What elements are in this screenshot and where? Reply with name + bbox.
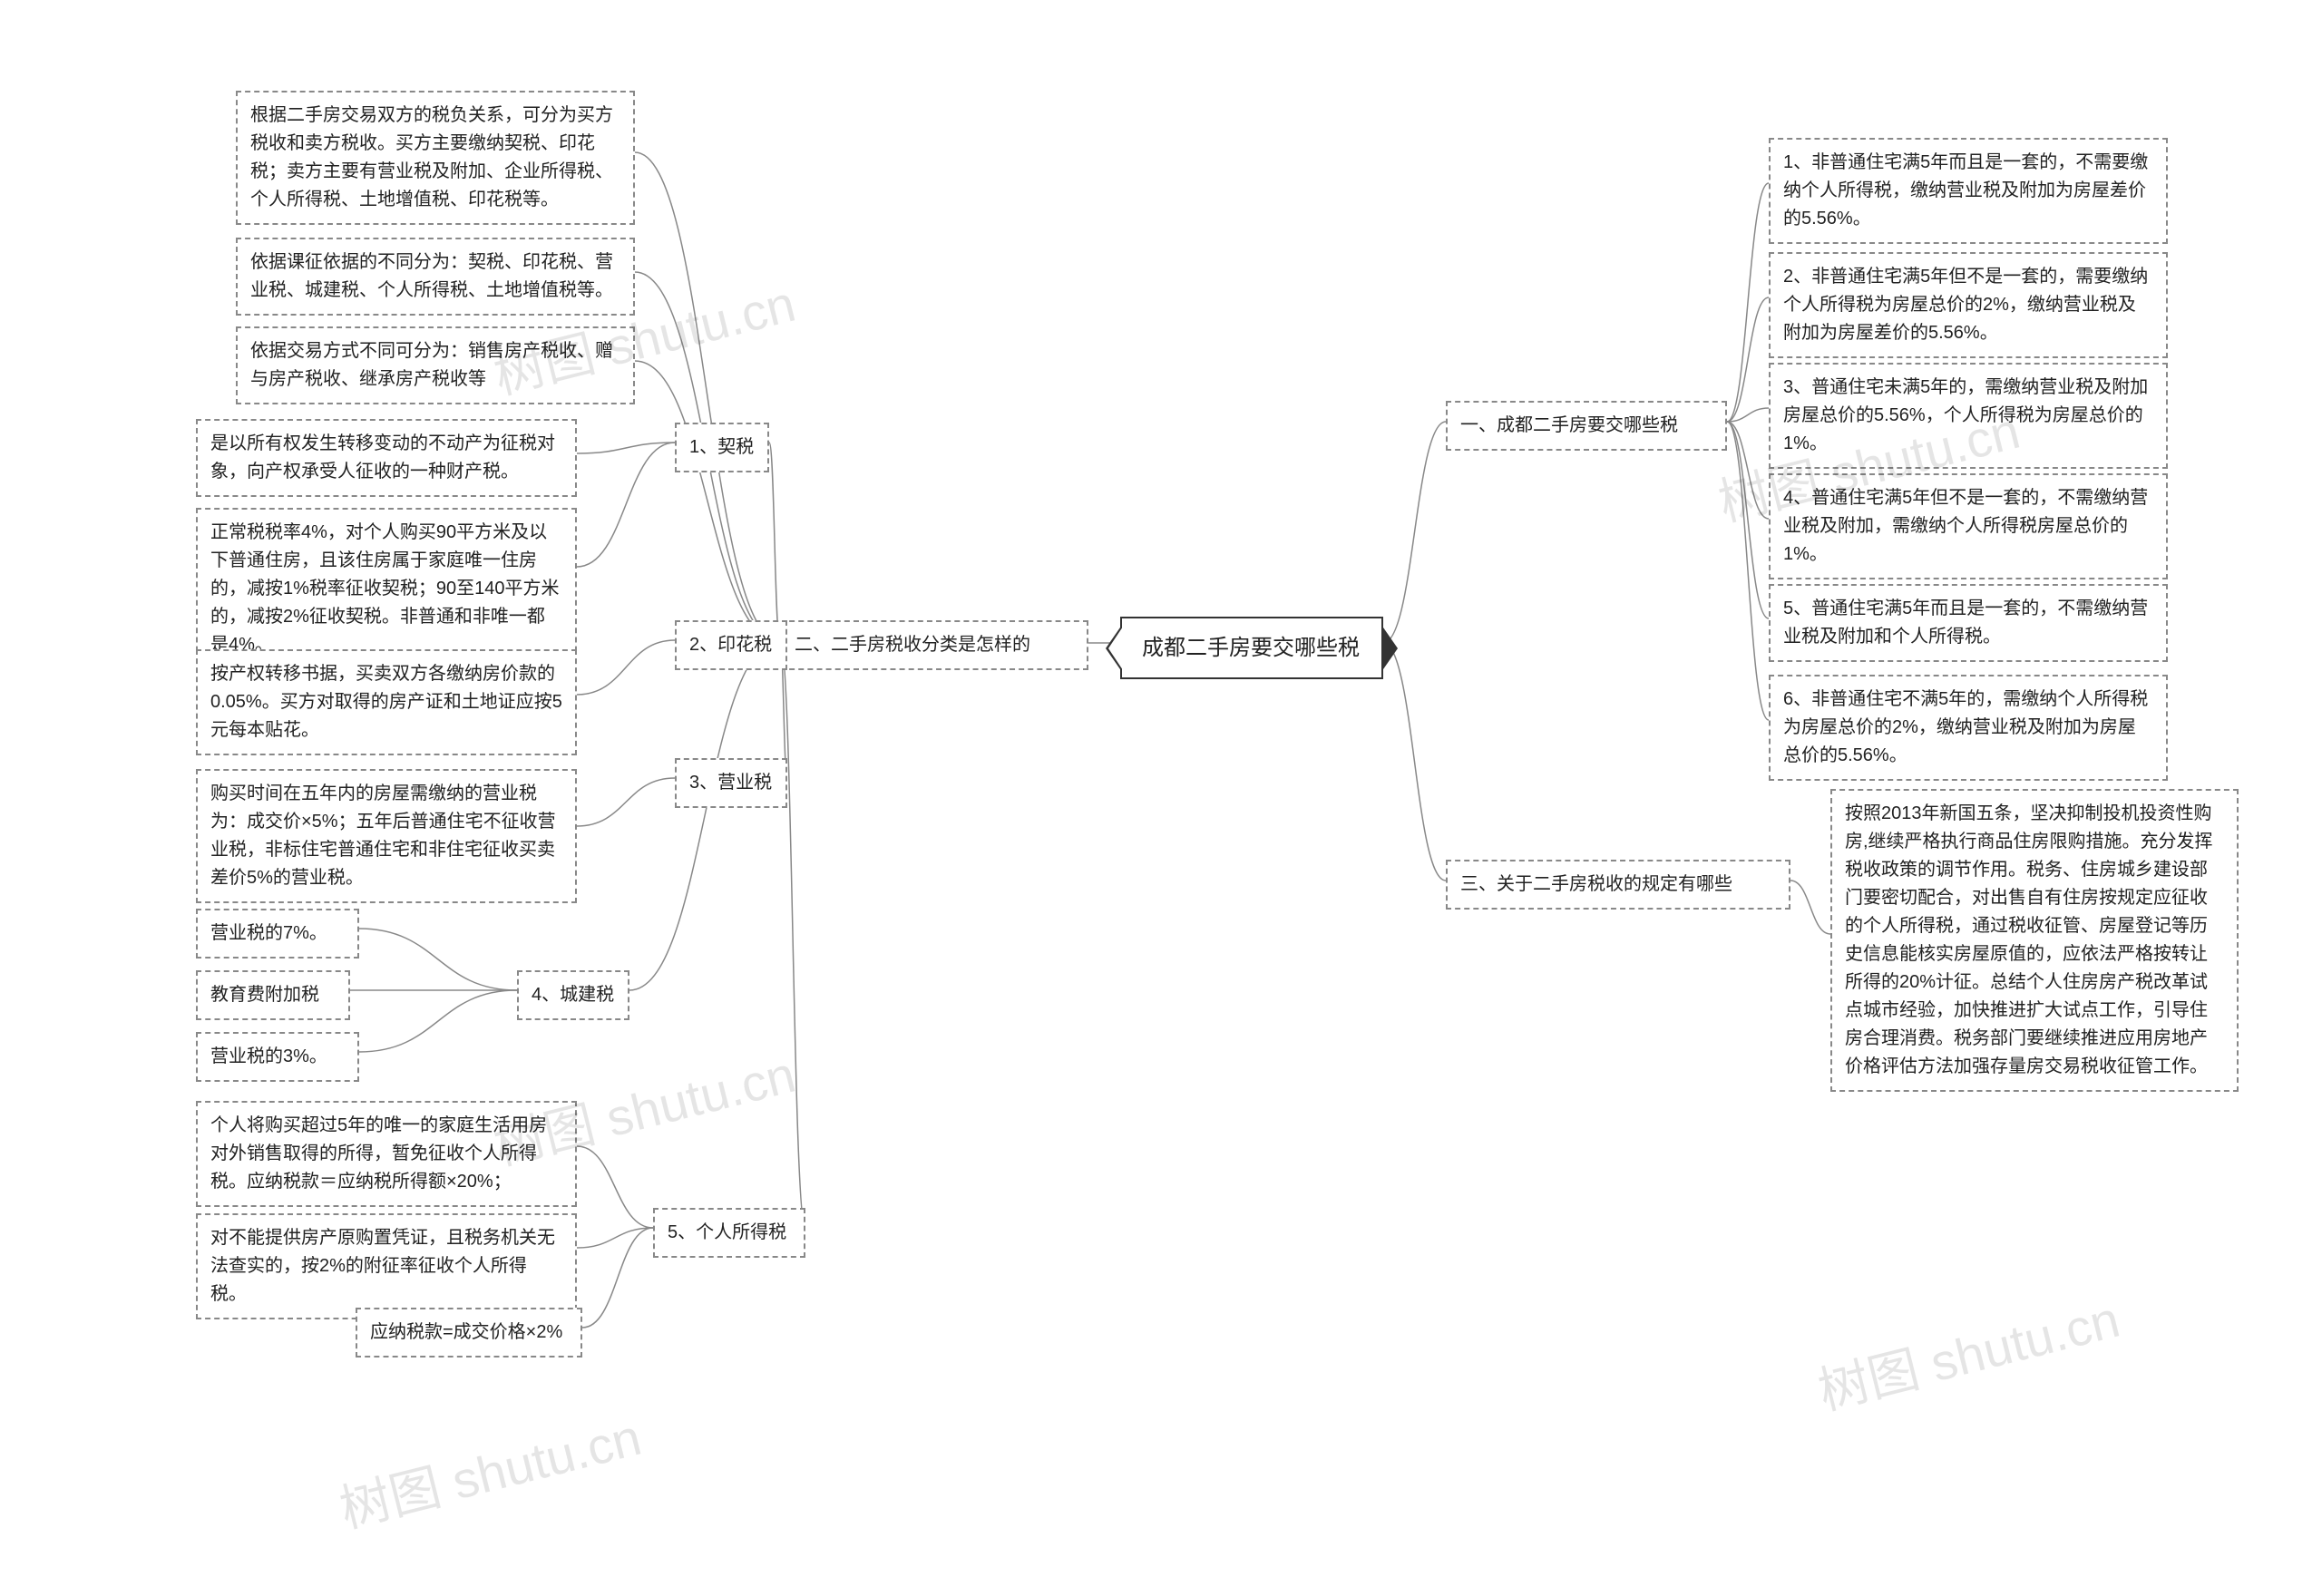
edge-b1-b1c6 [1727, 422, 1769, 720]
edge-b1-b1c1 [1727, 183, 1769, 422]
edge-b1-b1c2 [1727, 297, 1769, 422]
node-t5c3: 应纳税款=成交价格×2% [356, 1308, 582, 1358]
edge-t5-t5c3 [582, 1228, 653, 1328]
node-t5c2: 对不能提供房产原购置凭证，且税务机关无法查实的，按2%的附征率征收个人所得税。 [196, 1213, 577, 1319]
edge-t5-t5c1 [577, 1146, 653, 1228]
edge-b2-b2a1 [635, 152, 780, 641]
edge-b1-b1c3 [1727, 408, 1769, 422]
root-label: 成都二手房要交哪些税 [1142, 636, 1360, 660]
node-b2: 二、二手房税收分类是怎样的 [780, 620, 1088, 670]
edge-t2-t2c1 [577, 640, 675, 695]
node-t4c2: 教育费附加税 [196, 970, 350, 1020]
edge-b1-b1c4 [1727, 422, 1769, 519]
watermark-4: 树图 shutu.cn [1810, 1279, 2126, 1425]
node-b1c1: 1、非普通住宅满5年而且是一套的，不需要缴纳个人所得税，缴纳营业税及附加为房屋差… [1769, 138, 2168, 244]
edge-b2-t1 [769, 443, 780, 641]
node-b1c6: 6、非普通住宅不满5年的，需缴纳个人所得税为房屋总价的2%，缴纳营业税及附加为房… [1769, 675, 2168, 781]
edge-b2-t5 [780, 641, 805, 1228]
edge-b3-b3c1 [1790, 881, 1830, 934]
node-b1c3: 3、普通住宅未满5年的，需缴纳营业税及附加房屋总价的5.56%，个人所得税为房屋… [1769, 363, 2168, 469]
node-t4c3: 营业税的3%。 [196, 1032, 359, 1082]
node-t2c1: 按产权转移书据，买卖双方各缴纳房价款的0.05%。买方对取得的房产证和土地证应按… [196, 649, 577, 755]
edge-t3-t3c1 [577, 778, 675, 826]
node-t2: 2、印花税 [675, 620, 787, 670]
mindmap-canvas: 成都二手房要交哪些税 一、成都二手房要交哪些税 1、非普通住宅满5年而且是一套的，… [0, 0, 2322, 1596]
node-t1c1: 是以所有权发生转移变动的不动产为征税对象，向产权承受人征收的一种财产税。 [196, 419, 577, 497]
node-t4c1: 营业税的7%。 [196, 909, 359, 959]
node-b1: 一、成都二手房要交哪些税 [1446, 401, 1727, 451]
node-t3: 3、营业税 [675, 758, 787, 808]
edge-b2-b2a3 [635, 361, 780, 641]
edge-t4-t4c3 [359, 990, 517, 1052]
node-b2a3: 依据交易方式不同可分为：销售房产税收、赠与房产税收、继承房产税收等 [236, 326, 635, 404]
node-t5: 5、个人所得税 [653, 1208, 805, 1258]
watermark-3: 树图 shutu.cn [331, 1396, 648, 1542]
node-b3: 三、关于二手房税收的规定有哪些 [1446, 860, 1790, 910]
edge-t4-t4c1 [359, 929, 517, 990]
edge-t5-t5c2 [577, 1228, 653, 1248]
node-t1c2: 正常税税率4%，对个人购买90平方米及以下普通住房，且该住房属于家庭唯一住房的，… [196, 508, 577, 670]
node-t1: 1、契税 [675, 423, 769, 472]
node-t5c1: 个人将购买超过5年的唯一的家庭生活用房对外销售取得的所得，暂免征收个人所得税。应… [196, 1101, 577, 1207]
edge-t1-t1c2 [577, 443, 675, 567]
edge-t1-t1c1 [577, 443, 675, 453]
root-node: 成都二手房要交哪些税 [1120, 617, 1383, 679]
edge-b2-t4 [629, 641, 780, 990]
edge-root-b3 [1383, 643, 1446, 881]
node-b1c2: 2、非普通住宅满5年但不是一套的，需要缴纳个人所得税为房屋总价的2%，缴纳营业税… [1769, 252, 2168, 358]
edge-b1-b1c5 [1727, 422, 1769, 618]
node-b3c1: 按照2013年新国五条，坚决抑制投机投资性购房,继续严格执行商品住房限购措施。充… [1830, 789, 2239, 1092]
node-t3c1: 购买时间在五年内的房屋需缴纳的营业税为：成交价×5%；五年后普通住宅不征收营业税… [196, 769, 577, 903]
node-b2a1: 根据二手房交易双方的税负关系，可分为买方税收和卖方税收。买方主要缴纳契税、印花税… [236, 91, 635, 225]
node-t4: 4、城建税 [517, 970, 629, 1020]
node-b2a2: 依据课征依据的不同分为：契税、印花税、营业税、城建税、个人所得税、土地增值税等。 [236, 238, 635, 316]
node-b1c4: 4、普通住宅满5年但不是一套的，不需缴纳营业税及附加，需缴纳个人所得税房屋总价的… [1769, 473, 2168, 579]
edge-root-b1 [1383, 422, 1446, 643]
node-b1c5: 5、普通住宅满5年而且是一套的，不需缴纳营业税及附加和个人所得税。 [1769, 584, 2168, 662]
